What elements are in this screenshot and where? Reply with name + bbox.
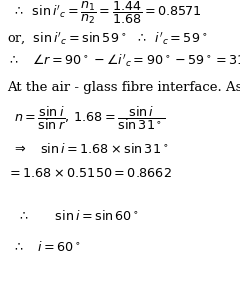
Text: $\therefore \quad i = 60^\circ$: $\therefore \quad i = 60^\circ$: [12, 240, 81, 254]
Text: $= 1.68 \times 0.5150 = 0.8662$: $= 1.68 \times 0.5150 = 0.8662$: [7, 167, 172, 180]
Text: $\Rightarrow \quad \sin i = 1.68 \times \sin 31^\circ$: $\Rightarrow \quad \sin i = 1.68 \times …: [12, 142, 168, 156]
Text: $n = \dfrac{\sin i}{\sin r},\, 1.68 = \dfrac{\sin i}{\sin 31^\circ}$: $n = \dfrac{\sin i}{\sin r},\, 1.68 = \d…: [14, 104, 166, 132]
Text: At the air - glass fibre interface. As,: At the air - glass fibre interface. As,: [7, 81, 240, 94]
Text: $\therefore \qquad \sin i = \sin 60^\circ$: $\therefore \qquad \sin i = \sin 60^\cir…: [17, 209, 139, 223]
Text: or,  $\sin i'_c = \sin 59^\circ \;\; \therefore \;\; i'_c = 59^\circ$: or, $\sin i'_c = \sin 59^\circ \;\; \the…: [7, 30, 208, 46]
Text: $\therefore \;\; \sin i'_c = \dfrac{n_1}{n_2} = \dfrac{1.44}{1.68} = 0.8571$: $\therefore \;\; \sin i'_c = \dfrac{n_1}…: [12, 0, 202, 26]
Text: $\therefore \quad \angle r = 90^\circ - \angle i'_c = 90^\circ - 59^\circ = 31^\: $\therefore \quad \angle r = 90^\circ - …: [7, 52, 240, 69]
